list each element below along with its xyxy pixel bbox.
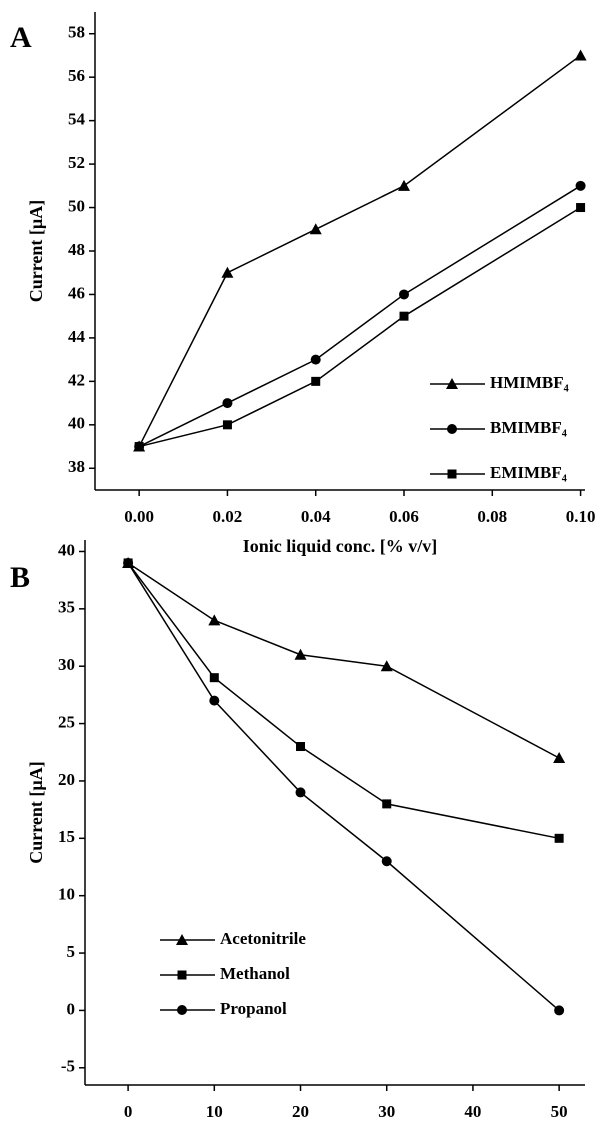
y-tick-label: 30 <box>58 655 75 674</box>
marker <box>399 289 410 300</box>
y-tick-label: 10 <box>58 885 75 904</box>
series-line <box>127 562 560 840</box>
y-tick-label: 50 <box>68 196 85 215</box>
y-tick-label: 46 <box>68 283 85 302</box>
y-tick-label: 20 <box>58 770 75 789</box>
marker <box>574 49 587 61</box>
marker <box>398 179 411 191</box>
y-tick-label: 25 <box>58 712 75 731</box>
legend-label: EMIMBF₄ <box>490 463 567 482</box>
marker <box>554 1005 565 1016</box>
marker <box>222 398 233 409</box>
y-tick-label: 48 <box>68 240 85 259</box>
series-line <box>127 562 560 1011</box>
legend-label: Methanol <box>220 964 290 983</box>
marker <box>310 354 321 365</box>
y-tick-label: 56 <box>68 66 85 85</box>
marker <box>123 557 134 568</box>
y-tick-label: -5 <box>61 1057 75 1076</box>
x-tick-label: 40 <box>464 1102 481 1121</box>
marker <box>309 223 322 235</box>
y-tick-label: 58 <box>68 23 85 42</box>
y-tick-label: 52 <box>68 153 85 172</box>
x-axis-title: Ionic liquid conc. [% v/v] <box>243 536 438 556</box>
marker <box>554 833 564 843</box>
marker <box>296 742 306 752</box>
marker <box>447 424 457 434</box>
marker <box>447 469 457 479</box>
y-tick-label: 40 <box>58 540 75 559</box>
panel-label: A <box>10 21 32 54</box>
x-tick-label: 0.04 <box>301 507 331 526</box>
y-tick-label: 54 <box>68 110 86 129</box>
marker <box>209 673 219 683</box>
y-tick-label: 0 <box>67 999 76 1018</box>
marker <box>176 934 188 945</box>
marker <box>575 180 586 191</box>
marker <box>177 1005 187 1015</box>
x-tick-label: 50 <box>551 1102 568 1121</box>
legend-label: BMIMBF₄ <box>490 418 567 437</box>
x-tick-label: 0.08 <box>477 507 507 526</box>
legend-label: HMIMBF₄ <box>490 373 569 392</box>
panel-label: B <box>10 561 30 594</box>
y-tick-label: 40 <box>68 414 85 433</box>
y-tick-label: 42 <box>68 370 85 389</box>
marker <box>381 856 392 867</box>
x-tick-label: 10 <box>206 1102 223 1121</box>
marker <box>177 970 187 980</box>
x-tick-label: 20 <box>292 1102 309 1121</box>
marker <box>399 311 409 321</box>
y-tick-label: 38 <box>68 457 85 476</box>
x-tick-label: 30 <box>378 1102 395 1121</box>
marker <box>311 376 321 386</box>
x-tick-label: 0.10 <box>566 507 596 526</box>
x-tick-label: 0 <box>124 1102 133 1121</box>
y-tick-label: 15 <box>58 827 75 846</box>
x-tick-label: 0.02 <box>213 507 243 526</box>
marker <box>382 799 392 809</box>
y-tick-label: 44 <box>68 327 86 346</box>
series-line <box>127 562 560 759</box>
legend-label: Propanol <box>220 999 287 1018</box>
y-tick-label: 35 <box>58 598 75 617</box>
marker <box>576 203 586 213</box>
x-tick-label: 0.06 <box>389 507 419 526</box>
y-axis-title: Current [µA] <box>26 200 46 303</box>
marker <box>294 648 307 660</box>
y-axis-title: Current [µA] <box>26 761 46 864</box>
marker <box>134 442 144 452</box>
marker <box>446 378 458 389</box>
marker <box>295 787 306 798</box>
x-tick-label: 0.00 <box>124 507 154 526</box>
legend-label: Acetonitrile <box>220 929 306 948</box>
marker <box>553 752 566 763</box>
y-tick-label: 5 <box>67 942 76 961</box>
marker <box>209 695 220 706</box>
marker <box>222 420 232 430</box>
marker <box>208 614 221 626</box>
marker <box>380 660 393 672</box>
marker <box>221 266 234 278</box>
